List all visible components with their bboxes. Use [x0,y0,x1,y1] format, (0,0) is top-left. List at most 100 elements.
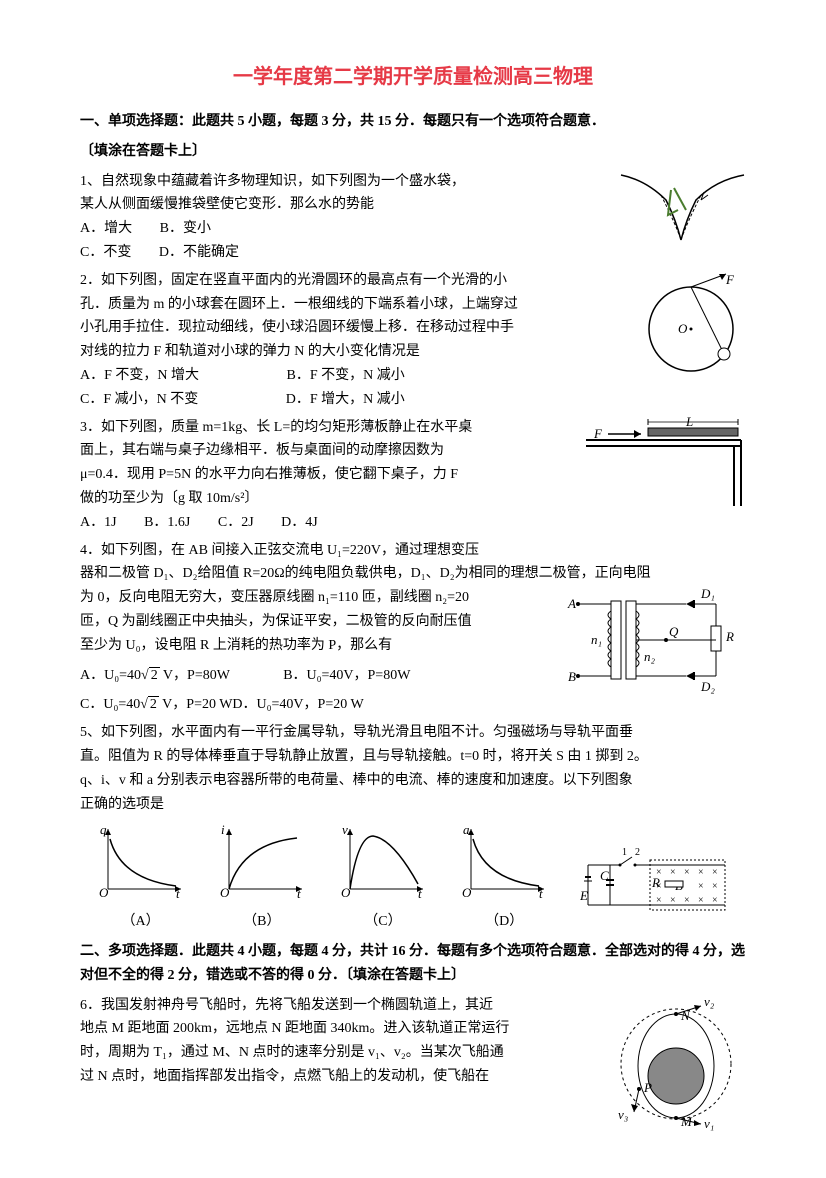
svg-text:t: t [539,886,543,899]
q4-line5: 至少为 U₀，设电阻 R 上消耗的热功率为 P，那么有 [80,638,392,653]
fig-label-O: O [678,321,688,336]
svg-text:×: × [698,895,704,906]
circle-ring-figure: F O [636,269,746,379]
svg-text:C: C [600,868,609,883]
svg-text:2: 2 [635,847,640,858]
graph-D-label: （D） [459,910,549,934]
section1-header: 一、单项选择题：此题共 5 小题，每题 3 分，共 15 分．每题只有一个选项符… [80,110,746,134]
q4-line1: 4．如下列图，在 AB 间接入正弦交流电 U₁=220V，通过理想变压 [80,543,479,558]
q2-optD: D．F 增大，N 减小 [286,388,405,412]
circuit-figure: E 1 2 C B R ××××× ××× ××××× [580,845,730,925]
fig-label-Q: Q [669,624,679,639]
q4-optA-pre: A．U₀=40 [80,668,141,683]
svg-text:O: O [341,885,351,899]
q5-line2: 直。阻值为 R 的导体棒垂直于导轨静止放置，且与导轨接触。t=0 时，将开关 S… [80,749,648,764]
q4-optC-sqrt: 2 [148,696,159,712]
svg-text:i: i [221,824,225,837]
transformer-figure: A B n₁ n₂ D₁ R Q D₂ [566,586,746,696]
fig-label-n2: n₂ [644,649,656,664]
q4-optC-pre: C．U₀=40 [80,697,140,712]
q2-optB: B．F 不变，N 减小 [287,364,405,388]
section2-header: 二、多项选择题．此题共 4 小题，每题 4 分，共计 16 分．每题有多个选项符… [80,940,746,988]
q3-optD: D．4J [281,511,318,535]
page-title: 一学年度第二学期开学质量检测高三物理 [80,60,746,94]
q3-line1: 3．如下列图，质量 m=1kg、长 L=的均匀矩形薄板静止在水平桌 [80,420,472,435]
svg-text:P: P [643,1080,652,1095]
question-4: 4．如下列图，在 AB 间接入正弦交流电 U₁=220V，通过理想变压 器和二极… [80,539,746,718]
svg-text:×: × [684,867,690,878]
q3-line4: 做的功至少为〔g 取 10m/s²〕 [80,491,258,506]
svg-text:t: t [418,886,422,899]
svg-text:×: × [712,895,718,906]
water-bag-figure [616,170,746,250]
fig-label-B: B [568,669,576,684]
q2-line4: 对线的拉力 F 和轨道对小球的弹力 N 的大小变化情况是 [80,344,420,359]
svg-text:×: × [670,867,676,878]
section1-sub: 〔填涂在答题卡上〕 [80,140,746,164]
question-3: F L 3．如下列图，质量 m=1kg、长 L=的均匀矩形薄板静止在水平桌 面上… [80,416,746,535]
q4-optA-sqrt: 2 [149,667,160,683]
svg-text:O: O [220,885,230,899]
q1-optD: D．不能确定 [159,241,239,265]
fig-label-D1: D₁ [700,586,715,601]
q2-line3: 小孔用手拉住．现拉动细线，使小球沿圆环缓慢上移．在移动过程中手 [80,320,514,335]
svg-text:×: × [684,895,690,906]
svg-text:q: q [100,824,107,837]
q4-line4: 匝，Q 为副线圈正中央抽头，为保证平安，二极管的反向耐压值 [80,614,472,629]
q4-optC-post: V，P=20 WD．U₀=40V，P=20 W [159,697,364,712]
q3-line2: 面上，其右端与桌子边缘相平．板与桌面间的动摩擦因数为 [80,443,444,458]
q3-optC: C．2J [218,511,254,535]
q6-line4: 过 N 点时，地面指挥部发出指令，点燃飞船上的发动机，使飞船在 [80,1069,489,1084]
svg-text:×: × [698,867,704,878]
q1-optA: A．增大 [80,217,132,241]
q1-optB: B．变小 [160,217,211,241]
svg-text:×: × [712,867,718,878]
svg-text:×: × [656,867,662,878]
fig-label-n1: n₁ [591,632,602,647]
svg-text:×: × [712,881,718,892]
q2-line1: 2．如下列图，固定在竖直平面内的光滑圆环的最高点有一个光滑的小 [80,273,507,288]
q4-line2: 器和二极管 D₁、D₂给阻值 R=20Ω的纯电阻负载供电，D₁、D₂为相同的理想… [80,566,651,581]
graph-D: a t O [459,824,549,899]
question-2: F O 2．如下列图，固定在竖直平面内的光滑圆环的最高点有一个光滑的小 孔．质量… [80,269,746,412]
q3-optB: B．1.6J [144,511,190,535]
svg-text:O: O [99,885,109,899]
fig-label-A: A [567,596,576,611]
fig-label-R: R [725,629,734,644]
svg-text:v₁: v₁ [704,1116,714,1131]
svg-text:v₃: v₃ [618,1107,628,1122]
svg-text:×: × [656,895,662,906]
question-5: 5、如下列图，水平面内有一平行金属导轨，导轨光滑且电阻不计。匀强磁场与导轨平面垂… [80,721,746,816]
graph-B-label: （B） [217,910,307,934]
q4-optB: B．U₀=40V，P=80W [283,668,410,683]
q5-graphs: q t O （A） i t O （B） v t O （ [80,824,746,934]
q4-line3: 为 0，反向电阻无穷大，变压器原线圈 n₁=110 匝，副线圈 n₂=20 [80,590,469,605]
q4-optA-post: V，P=80W [160,668,230,683]
q5-line1: 5、如下列图，水平面内有一平行金属导轨，导轨光滑且电阻不计。匀强磁场与导轨平面垂 [80,725,633,740]
fig-label-F: F [725,272,735,287]
svg-text:v₂: v₂ [704,994,715,1009]
table-board-figure: F L [586,416,746,506]
svg-text:t: t [297,886,301,899]
svg-text:v: v [342,824,348,837]
svg-text:t: t [176,886,180,899]
graph-B: i t O [217,824,307,899]
graph-A-label: （A） [96,910,186,934]
fig-label-table-F: F [593,426,603,441]
orbit-figure: N v₂ M v₁ P v₃ [606,994,746,1134]
svg-text:a: a [463,824,470,837]
graph-A: q t O [96,824,186,899]
svg-text:×: × [698,881,704,892]
q3-optA: A．1J [80,511,117,535]
fig-label-L: L [685,416,693,429]
fig-label-D2: D₂ [700,679,715,694]
q6-line3: 时，周期为 T₁，通过 M、N 点时的速率分别是 v₁、v₂。当某次飞船通 [80,1045,504,1060]
q1-line2: 某人从侧面缓慢推袋壁使它变形．那么水的势能 [80,197,374,212]
svg-text:E: E [580,888,588,903]
question-1: 1、自然现象中蕴藏着许多物理知识，如下列图为一个盛水袋， 某人从侧面缓慢推袋壁使… [80,170,746,265]
svg-text:×: × [656,881,662,892]
q3-line3: μ=0.4．现用 P=5N 的水平力向右推薄板，使它翻下桌子，力 F [80,467,458,482]
graph-C: v t O [338,824,428,899]
svg-text:O: O [462,885,472,899]
q5-line3: q、i、v 和 a 分别表示电容器所带的电荷量、棒中的电流、棒的速度和加速度。以… [80,773,633,788]
